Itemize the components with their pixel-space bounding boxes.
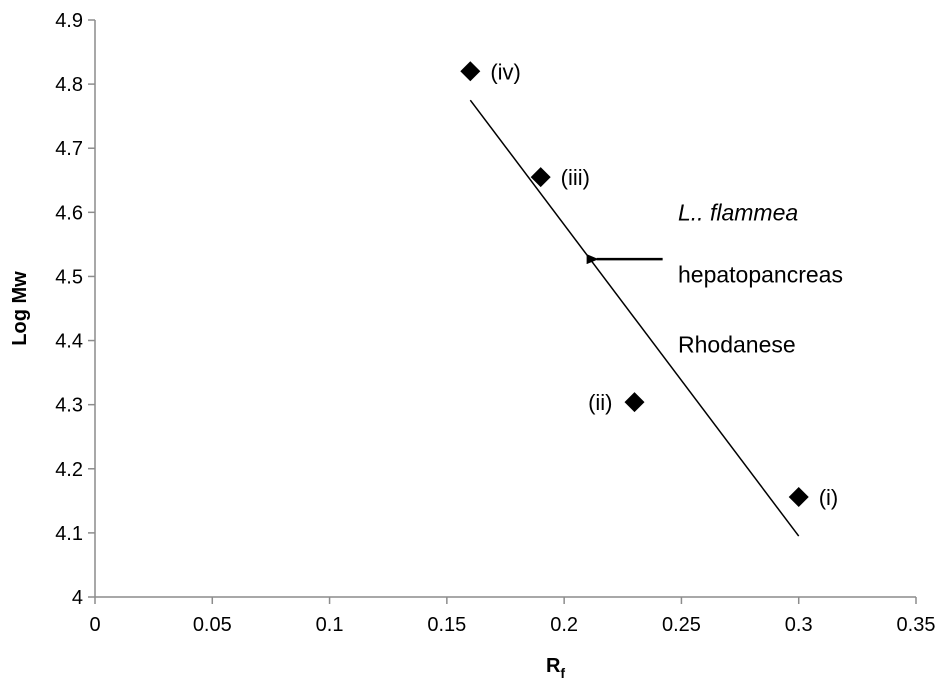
- data-point-label: (iii): [561, 165, 590, 190]
- y-tick-label: 4.5: [55, 266, 83, 288]
- annotation-text-line: hepatopancreas: [678, 261, 843, 287]
- x-tick-label: 0.1: [316, 614, 344, 636]
- x-tick-label: 0.05: [193, 614, 232, 636]
- annotation-text-line: L.. flammea: [678, 199, 798, 225]
- data-point-marker: [530, 167, 551, 188]
- x-tick-label: 0.35: [897, 614, 936, 636]
- x-tick-label: 0.15: [427, 614, 466, 636]
- data-point-marker: [624, 392, 645, 413]
- y-tick-label: 4.2: [55, 459, 83, 481]
- data-point-label: (ii): [588, 390, 612, 415]
- data-points: [460, 61, 809, 507]
- axes: [88, 19, 917, 604]
- y-tick-label: 4.8: [55, 74, 83, 96]
- y-tick-label: 4.7: [55, 138, 83, 160]
- y-tick-label: 4.1: [55, 523, 83, 545]
- annotation-group: L.. flammea hepatopancreas Rhodanese: [586, 199, 843, 358]
- trendline: [469, 99, 800, 537]
- y-tick-label: 4: [72, 587, 83, 609]
- annotation-text-line: Rhodanese: [678, 332, 796, 358]
- point-labels: (i) (ii) (iii) (iv): [490, 59, 838, 510]
- x-tick-label: 0.2: [550, 614, 578, 636]
- x-axis-title: Rf: [546, 655, 565, 681]
- x-tick-label: 0: [89, 614, 100, 636]
- tick-labels: 4 4.1 4.2 4.3 4.4 4.5 4.6 4.7 4.8 4.9 0 0.05 0.1 0.15…: [55, 10, 935, 636]
- trendline-group: [469, 99, 800, 537]
- y-tick-label: 4.4: [55, 331, 83, 353]
- data-point-marker: [460, 61, 481, 82]
- x-tick-label: 0.3: [785, 614, 813, 636]
- data-point-label: (i): [819, 485, 839, 510]
- x-tick-label: 0.25: [662, 614, 701, 636]
- y-tick-label: 4.9: [55, 10, 83, 32]
- y-tick-label: 4.3: [55, 395, 83, 417]
- axis-titles: Rf Log Mw: [9, 271, 565, 681]
- x-axis-title-subscript: f: [560, 665, 565, 681]
- data-point-label: (iv): [490, 59, 521, 84]
- y-axis-title: Log Mw: [9, 271, 31, 346]
- data-point-marker: [788, 486, 809, 507]
- y-tick-label: 4.6: [55, 202, 83, 224]
- x-axis-title-main: R: [546, 655, 561, 677]
